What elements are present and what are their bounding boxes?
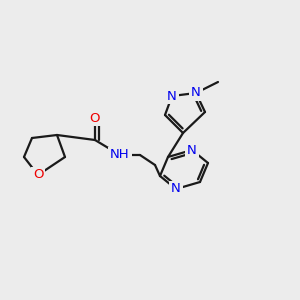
Text: N: N xyxy=(187,143,197,157)
Text: N: N xyxy=(191,86,201,100)
Text: O: O xyxy=(33,169,43,182)
Text: N: N xyxy=(171,182,181,196)
Text: O: O xyxy=(90,112,100,124)
Text: N: N xyxy=(167,89,177,103)
Text: NH: NH xyxy=(110,148,130,161)
